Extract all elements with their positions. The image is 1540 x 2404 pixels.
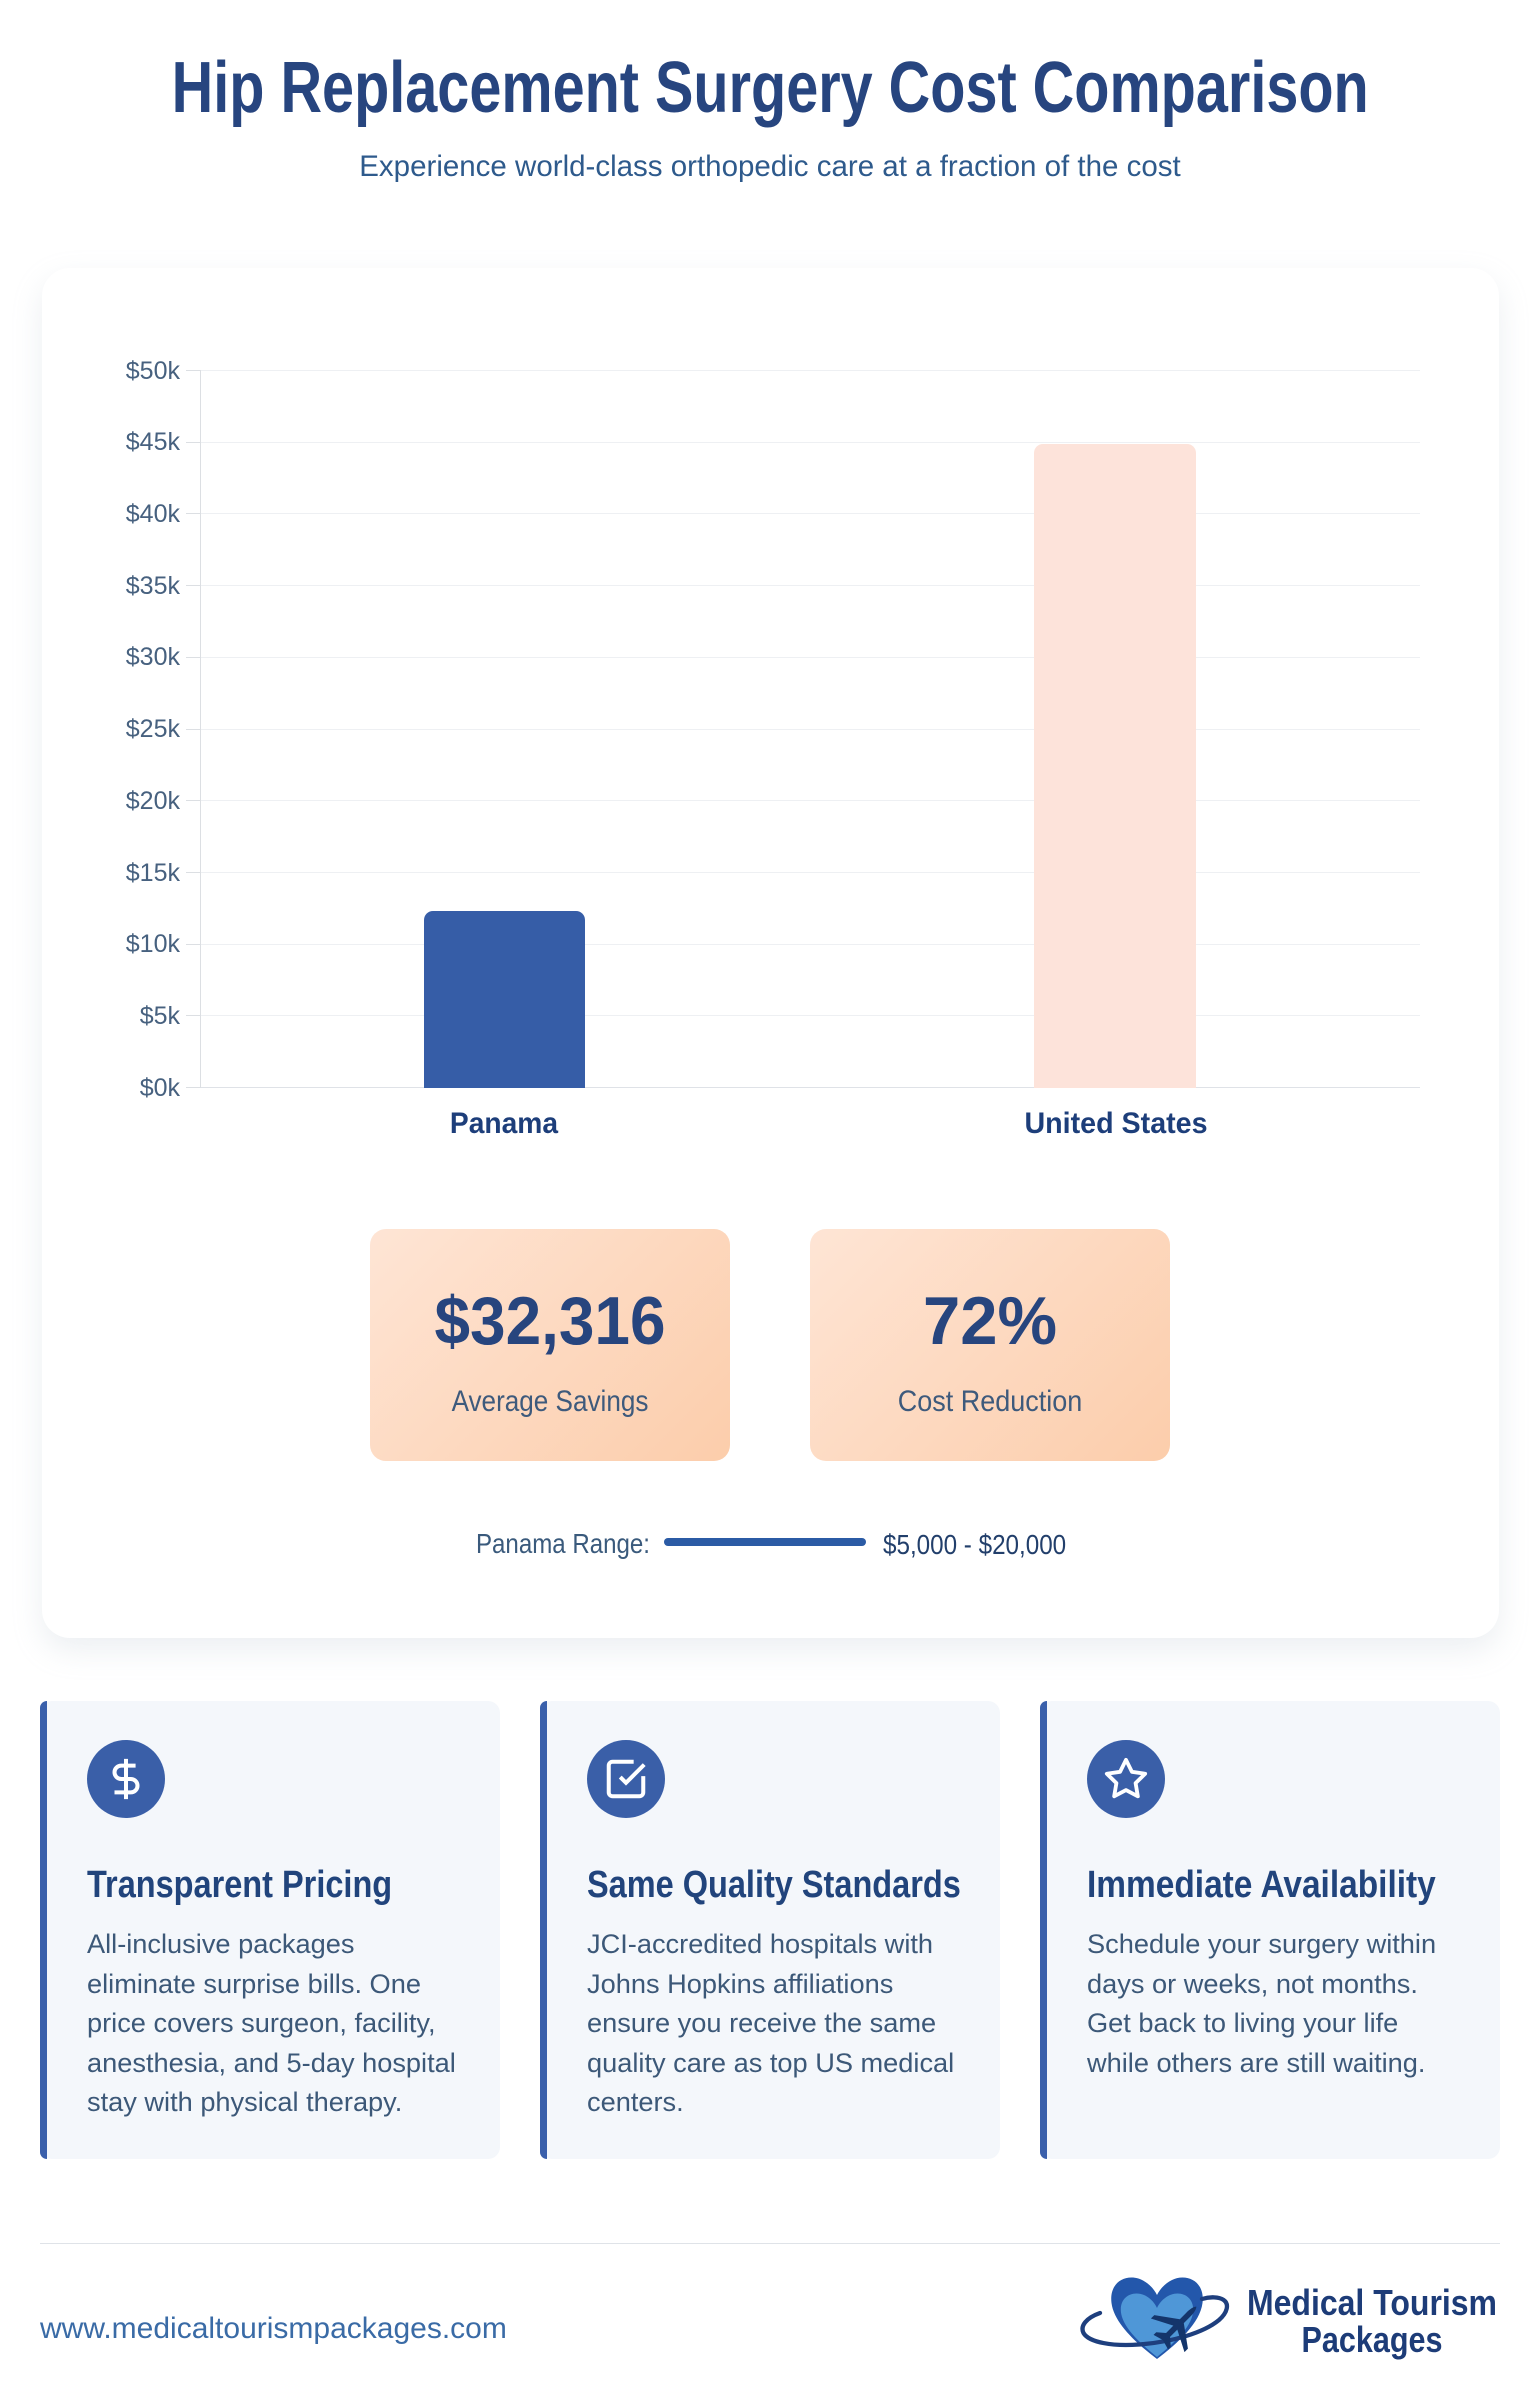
svg-text:Medical Tourism: Medical Tourism xyxy=(1247,2282,1497,2323)
svg-text:Packages: Packages xyxy=(1302,2319,1443,2360)
